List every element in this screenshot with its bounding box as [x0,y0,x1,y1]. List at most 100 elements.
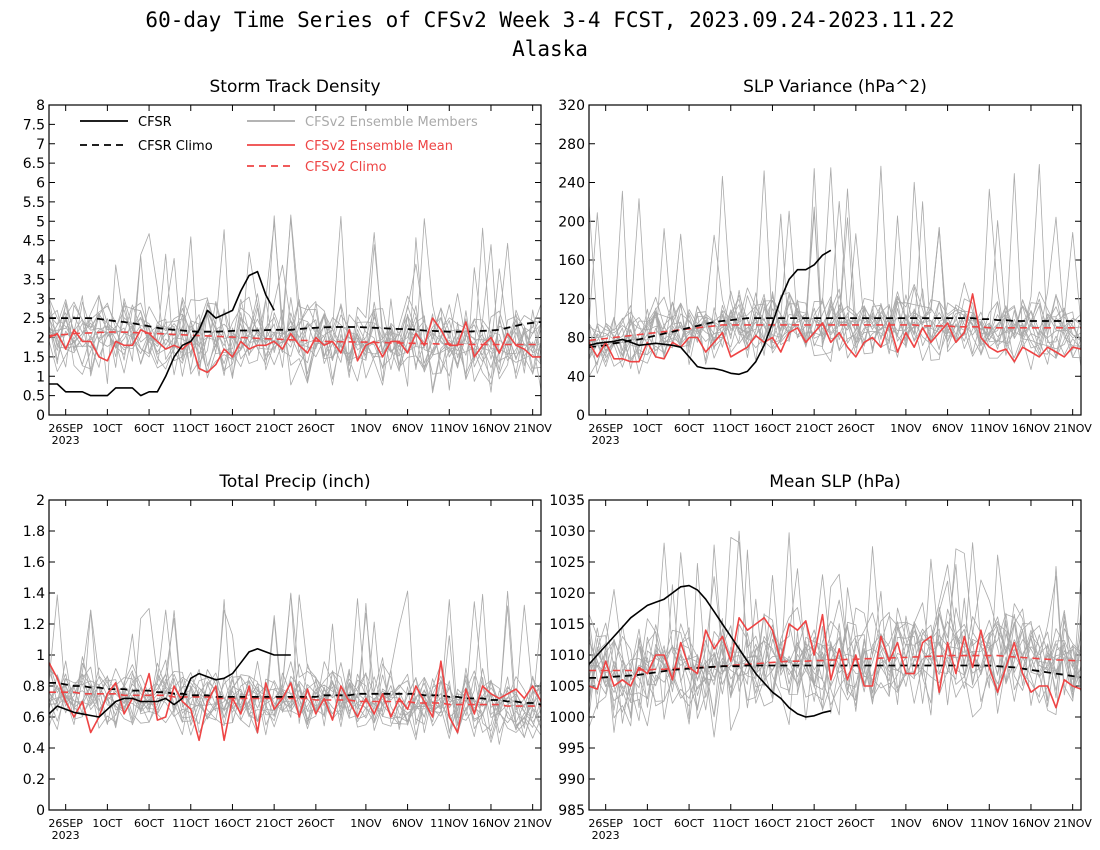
chart-title: Total Precip (inch) [218,472,370,492]
ensemble-member-line [49,215,541,375]
x-tick-label: 11NOV [430,422,469,435]
legend-label: CFSR Climo [138,139,213,154]
x-tick-label: 26OCT [297,817,334,830]
y-tick-label: 7.5 [23,117,45,133]
figure-title: 60-day Time Series of CFSv2 Week 3-4 FCS… [145,8,955,32]
x-tick-label: 21OCT [256,422,293,435]
y-tick-label: 0.6 [23,710,45,726]
x-tick-label: 21NOV [514,817,553,830]
chart-panel-2: SLP Variance (hPa^2) 0 40 80 120 160 200 240 280… [558,77,1092,447]
ensemble-mean-line [49,317,541,374]
ensemble-member-line [49,594,541,743]
y-tick-label: 1025 [549,555,585,571]
y-tick-label: 1.6 [23,555,45,571]
chart-title: Storm Track Density [209,77,380,97]
y-tick-label: 995 [558,741,585,757]
plot-area [589,163,1081,377]
ensemble-member-line [49,214,541,391]
y-tick-label: 7 [36,137,45,153]
y-tick-label: 5 [36,214,45,230]
x-tick-label: 16OCT [754,817,791,830]
x-tick-label: 11NOV [970,817,1009,830]
x-tick-label: 6OCT [674,422,704,435]
x-tick-label: 26OCT [297,422,334,435]
x-tick-label: 21OCT [256,817,293,830]
y-tick-label: 200 [558,214,585,230]
x-tick-label: 26SEP [48,817,83,830]
y-tick-label: 1015 [549,617,585,633]
ensemble-member-line [589,181,1081,374]
x-tick-label: 26OCT [837,817,874,830]
legend-label: CFSv2 Ensemble Members [305,115,478,130]
ensemble-member-line [589,546,1081,725]
x-tick-label: 1OCT [632,422,662,435]
y-tick-label: 2 [36,493,45,509]
x-year-label: 2023 [52,434,80,447]
ensemble-member-line [589,576,1081,706]
y-tick-label: 8 [36,98,45,114]
y-tick-label: 280 [558,137,585,153]
y-tick-label: 5.5 [23,195,45,211]
y-tick-label: 1 [36,369,45,385]
y-tick-label: 0 [576,408,585,424]
y-tick-label: 120 [558,292,585,308]
x-tick-label: 21NOV [514,422,553,435]
x-tick-label: 16OCT [214,817,251,830]
chart-title: Mean SLP (hPa) [769,472,901,492]
cfsr-climo-line [589,317,1081,349]
ensemble-mean-line [49,660,541,742]
ensemble-member-line [589,188,1081,348]
legend: CFSR CFSR Climo CFSv2 Ensemble Members CFSv… [80,115,478,175]
cfsv2-climo-line [589,324,1081,342]
y-tick-label: 990 [558,772,585,788]
ensemble-member-line [49,264,541,391]
ensemble-member-line [589,575,1081,719]
ensemble-member-line [49,217,541,382]
cfsv2-climo-line [589,654,1081,672]
x-tick-label: 21NOV [1054,817,1093,830]
plot-frame [588,104,1082,416]
plot-frame [48,499,542,811]
legend-label: CFSv2 Ensemble Mean [305,139,453,154]
ensemble-member-line [589,558,1081,725]
ensemble-member-line [49,593,541,738]
ensemble-member-line [49,599,541,736]
y-tick-label: 40 [567,369,585,385]
y-tick-label: 0.8 [23,679,45,695]
x-tick-label: 6NOV [392,817,424,830]
x-tick-label: 1NOV [890,817,922,830]
figure-subtitle: Alaska [512,37,588,61]
y-tick-label: 6.5 [23,156,45,172]
x-tick-label: 21NOV [1054,422,1093,435]
y-tick-label: 0.2 [23,772,45,788]
y-tick-label: 160 [558,253,585,269]
y-tick-label: 1.4 [23,586,45,602]
x-tick-label: 21OCT [796,422,833,435]
ensemble-member-line [49,599,541,730]
x-tick-label: 16OCT [754,422,791,435]
legend-label: CFSv2 Climo [305,160,387,175]
x-tick-label: 16NOV [472,817,511,830]
x-tick-label: 16NOV [472,422,511,435]
plot-area [49,590,541,745]
y-tick-label: 1 [36,648,45,664]
x-year-label: 2023 [592,434,620,447]
y-tick-label: 4 [36,253,45,269]
x-tick-label: 1NOV [350,817,382,830]
ensemble-member-line [589,613,1081,733]
x-tick-label: 6NOV [392,422,424,435]
cfsr-climo-line [49,317,541,333]
cfsr-line [49,270,275,397]
x-tick-label: 26SEP [588,817,623,830]
plot-area [49,214,541,397]
chart-panel-1: Storm Track Density 0 0.5 1 1.5 2 2.5 3 3.5 4 4.5 5… [23,77,553,447]
legend-label: CFSR [138,115,172,130]
cfsr-line [49,647,291,718]
x-tick-label: 6NOV [932,422,964,435]
x-tick-label: 1NOV [890,422,922,435]
ensemble-member-line [589,167,1081,359]
y-tick-label: 1035 [549,493,585,509]
x-tick-label: 6OCT [134,817,164,830]
